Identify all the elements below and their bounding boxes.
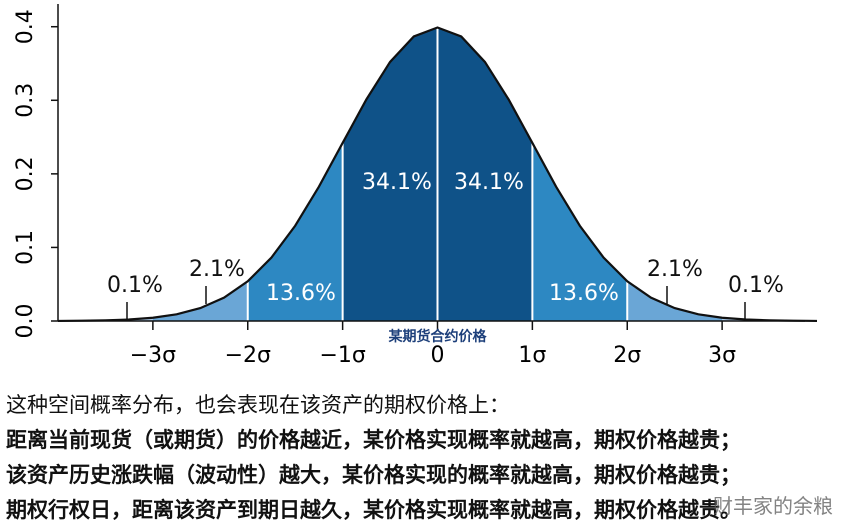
region-label: 0.1% bbox=[728, 273, 784, 298]
x-tick-label: −3σ bbox=[130, 343, 176, 368]
region-label: 34.1% bbox=[454, 170, 524, 195]
y-tick-label: 0.3 bbox=[13, 83, 38, 118]
text-line: 这种空间概率分布，也会表现在该资产的期权价格上： bbox=[6, 393, 510, 417]
y-tick-label: 0.4 bbox=[13, 9, 38, 44]
x-tick-label: −1σ bbox=[319, 343, 365, 368]
region-label: 2.1% bbox=[647, 257, 703, 282]
region-label: 0.1% bbox=[107, 273, 163, 298]
region-label: 13.6% bbox=[549, 281, 619, 306]
region bbox=[627, 281, 723, 321]
region-label: 2.1% bbox=[189, 257, 245, 282]
text-line: 期权行权日，距离该资产到期日越久，某价格实现概率就越高，期权价格越贵。 bbox=[6, 498, 741, 522]
text-block: 这种空间概率分布，也会表现在该资产的期权价格上： 距离当前现货（或期货）的价格越… bbox=[6, 388, 855, 528]
y-tick-label: 0.1 bbox=[13, 230, 38, 265]
annotation: 某期货合约价格 bbox=[389, 328, 488, 345]
y-tick-label: 0.2 bbox=[13, 156, 38, 191]
x-tick-label: 0 bbox=[431, 343, 445, 368]
x-tick-label: 2σ bbox=[613, 343, 641, 368]
region-label: 34.1% bbox=[362, 170, 432, 195]
chart: 0.1% 2.1% 13.6% 34.1% 34.1% 13.6% 2.1% 0.1% 0.0 0… bbox=[13, 4, 818, 368]
x-tick-label: −2σ bbox=[225, 343, 271, 368]
curve bbox=[57, 26, 818, 323]
text-line: 该资产历史涨跌幅（波动性）越大，某价格实现的概率就越高，期权价格越贵； bbox=[6, 463, 741, 487]
watermark: 财丰家的余粮 bbox=[713, 494, 833, 518]
region bbox=[152, 281, 248, 321]
region-label: 13.6% bbox=[266, 281, 336, 306]
text-line: 距离当前现货（或期货）的价格越近，某价格实现概率就越高，期权价格越贵； bbox=[6, 428, 741, 452]
x-tick-label: 3σ bbox=[708, 343, 736, 368]
x-tick-label: 1σ bbox=[518, 343, 546, 368]
y-tick-label: 0.0 bbox=[13, 304, 38, 339]
